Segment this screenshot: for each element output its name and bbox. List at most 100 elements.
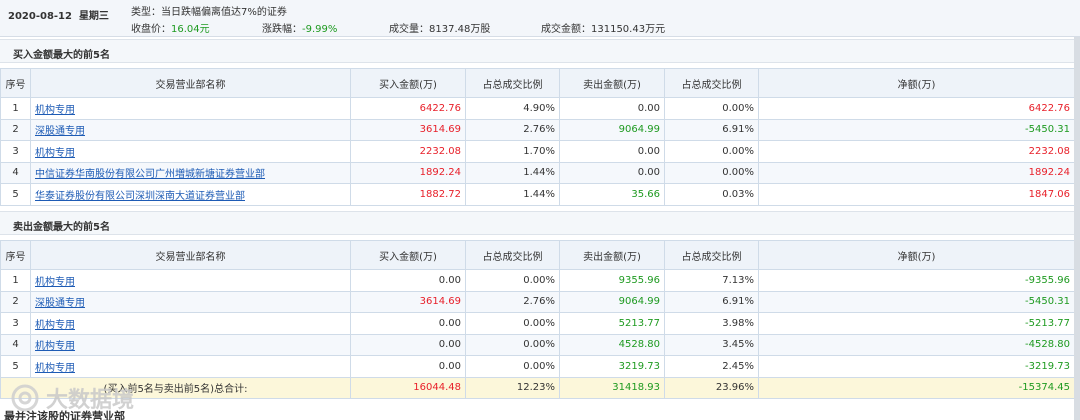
buy-section-label: 买入金额最大的前5名	[13, 50, 110, 61]
branch-name-link[interactable]: 深股通专用	[35, 298, 85, 310]
buy-top5-table: 序号 交易营业部名称 买入金额(万) 占总成交比例 卖出金额(万) 占总成交比例…	[0, 68, 1075, 206]
buy-percent: 1.70%	[465, 140, 560, 163]
sell-percent: 3.45%	[664, 333, 759, 356]
net-amount: -9355.96	[758, 269, 1075, 292]
branch-name-cell: 机构专用	[30, 97, 351, 120]
buy-amount: 0.00	[350, 312, 466, 335]
sell-amount: 0.00	[559, 161, 665, 184]
type-label: 类型：	[131, 7, 161, 18]
col-header-sell: 卖出金额(万)	[559, 68, 665, 98]
table-row: 5 华泰证券股份有限公司深圳深南大道证券营业部 1882.72 1.44% 35.66 0…	[0, 183, 1075, 206]
branch-name-link[interactable]: 华泰证券股份有限公司深圳深南大道证券营业部	[35, 190, 245, 202]
sell-percent: 0.00%	[664, 161, 759, 184]
stock-info-header: 2020-08-12 星期三 类型：当日跌幅偏离值达7%的证券 收盘价：16.0…	[0, 0, 1080, 37]
branch-name-link[interactable]: 机构专用	[35, 319, 75, 331]
sell-percent: 0.00%	[664, 97, 759, 120]
buy-amount: 1882.72	[350, 183, 466, 206]
volume-value: 8137.48万股	[429, 24, 491, 35]
branch-name-link[interactable]: 深股通专用	[35, 126, 85, 138]
sell-section-title: 卖出金额最大的前5名	[0, 211, 1074, 235]
net-amount: -5213.77	[758, 312, 1075, 335]
next-section-label: 最并注该股的证券营业部	[4, 410, 125, 420]
scrollbar-track[interactable]	[1074, 37, 1080, 420]
buy-amount: 6422.76	[350, 97, 466, 120]
close-price-info: 收盘价：16.04元	[131, 20, 210, 35]
sell-section-label: 卖出金额最大的前5名	[13, 222, 110, 233]
sell-amount: 0.00	[559, 140, 665, 163]
circle-logo-icon	[11, 384, 39, 412]
sell-percent: 0.03%	[664, 183, 759, 206]
sell-percent: 3.98%	[664, 312, 759, 335]
sell-percent: 6.91%	[664, 118, 759, 141]
table-row: 2 深股通专用 3614.69 2.76% 9064.99 6.91% -5450.31	[0, 290, 1075, 313]
branch-name-cell: 深股通专用	[30, 118, 351, 141]
total-net: -15374.45	[758, 376, 1075, 399]
row-number: 4	[0, 161, 31, 184]
branch-name-cell: 机构专用	[30, 140, 351, 163]
buy-percent: 0.00%	[465, 269, 560, 292]
table-row: 3 机构专用 0.00 0.00% 5213.77 3.98% -5213.77	[0, 312, 1075, 335]
close-label: 收盘价：	[131, 24, 171, 35]
branch-name-link[interactable]: 机构专用	[35, 104, 75, 116]
table-header-row: 序号 交易营业部名称 买入金额(万) 占总成交比例 卖出金额(万) 占总成交比例…	[0, 68, 1075, 98]
branch-name-link[interactable]: 机构专用	[35, 341, 75, 353]
table-row: 4 机构专用 0.00 0.00% 4528.80 3.45% -4528.80	[0, 333, 1075, 356]
branch-name-link[interactable]: 机构专用	[35, 276, 75, 288]
col-header-branch: 交易营业部名称	[30, 68, 351, 98]
branch-name-link[interactable]: 机构专用	[35, 147, 75, 159]
buy-amount: 1892.24	[350, 161, 466, 184]
buy-section-title: 买入金额最大的前5名	[0, 39, 1074, 63]
next-section-title: 最并注该股的证券营业部	[0, 408, 1074, 420]
col-header-buy-pct: 占总成交比例	[465, 240, 560, 270]
col-header-no: 序号	[0, 68, 31, 98]
net-amount: -4528.80	[758, 333, 1075, 356]
row-number: 5	[0, 355, 31, 378]
sell-amount: 0.00	[559, 97, 665, 120]
branch-name-cell: 深股通专用	[30, 290, 351, 313]
trade-date: 2020-08-12 星期三	[8, 7, 109, 22]
net-amount: -3219.73	[758, 355, 1075, 378]
buy-percent: 2.76%	[465, 290, 560, 313]
buy-percent: 1.44%	[465, 183, 560, 206]
sell-amount: 9064.99	[559, 290, 665, 313]
watermark-text: 大数据境	[46, 388, 135, 413]
date-value: 2020-08-12	[8, 11, 72, 22]
net-amount: -5450.31	[758, 118, 1075, 141]
sell-top5-table: 序号 交易营业部名称 买入金额(万) 占总成交比例 卖出金额(万) 占总成交比例…	[0, 240, 1075, 399]
sell-percent: 6.91%	[664, 290, 759, 313]
table-row: 4 中信证券华南股份有限公司广州増城新塘证券营业部 1892.24 1.44% 0.00…	[0, 161, 1075, 184]
col-header-no: 序号	[0, 240, 31, 270]
change-label: 涨跌幅：	[262, 24, 302, 35]
total-row: (买入前5名与卖出前5名)总合计: 16044.48 12.23% 31418.…	[0, 376, 1075, 399]
buy-amount: 3614.69	[350, 290, 466, 313]
col-header-buy: 买入金额(万)	[350, 68, 466, 98]
sell-amount: 3219.73	[559, 355, 665, 378]
table-header-row: 序号 交易营业部名称 买入金额(万) 占总成交比例 卖出金额(万) 占总成交比例…	[0, 240, 1075, 270]
sell-amount: 35.66	[559, 183, 665, 206]
total-buy-pct: 12.23%	[465, 376, 560, 399]
net-amount: 2232.08	[758, 140, 1075, 163]
amount-value: 131150.43万元	[591, 24, 666, 35]
col-header-buy-pct: 占总成交比例	[465, 68, 560, 98]
table-row: 2 深股通专用 3614.69 2.76% 9064.99 6.91% -5450.31	[0, 118, 1075, 141]
buy-percent: 2.76%	[465, 118, 560, 141]
row-number: 3	[0, 140, 31, 163]
col-header-branch: 交易营业部名称	[30, 240, 351, 270]
amount-info: 成交金额：131150.43万元	[541, 20, 665, 35]
type-info: 类型：当日跌幅偏离值达7%的证券	[131, 3, 287, 18]
branch-name-link[interactable]: 机构专用	[35, 362, 75, 374]
col-header-sell-pct: 占总成交比例	[664, 240, 759, 270]
volume-label: 成交量：	[389, 24, 429, 35]
volume-info: 成交量：8137.48万股	[389, 20, 490, 35]
row-number: 1	[0, 269, 31, 292]
type-value: 当日跌幅偏离值达7%的证券	[161, 7, 287, 18]
watermark: 大数据境	[10, 382, 134, 414]
row-number: 1	[0, 97, 31, 120]
weekday-value: 星期三	[78, 11, 109, 22]
total-label: (买入前5名与卖出前5名)总合计:	[0, 376, 351, 399]
row-number: 5	[0, 183, 31, 206]
branch-name-link[interactable]: 中信证券华南股份有限公司广州増城新塘证券营业部	[35, 169, 265, 181]
buy-amount: 0.00	[350, 269, 466, 292]
buy-percent: 4.90%	[465, 97, 560, 120]
amount-label: 成交金额：	[541, 24, 591, 35]
